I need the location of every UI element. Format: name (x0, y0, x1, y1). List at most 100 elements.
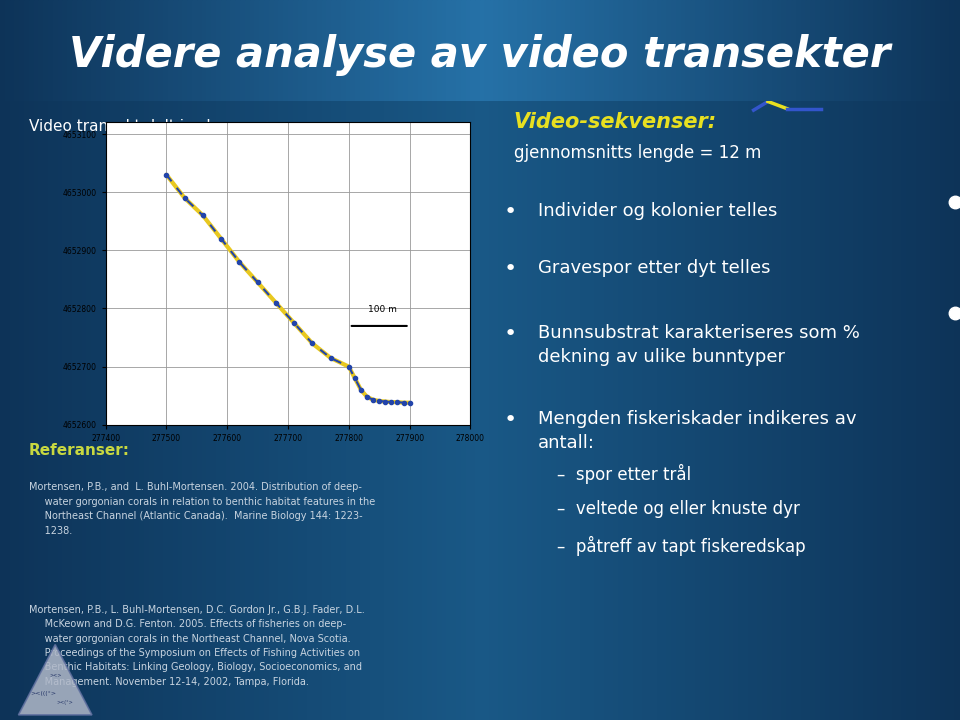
Bar (902, 0, 907, 720)
Bar (696, 0, 701, 101)
Bar (706, 0, 710, 720)
Bar (211, 0, 216, 720)
Bar (216, 0, 221, 720)
Bar (302, 0, 307, 101)
Bar (346, 0, 350, 101)
Text: Individer og kolonier telles: Individer og kolonier telles (538, 202, 777, 220)
Bar (0, 0, 5, 101)
Bar (782, 0, 787, 720)
Bar (144, 0, 149, 720)
Text: Video transekt delt i sekvenser:: Video transekt delt i sekvenser: (29, 119, 272, 134)
Bar (370, 0, 374, 101)
Bar (672, 0, 677, 720)
Bar (470, 0, 475, 101)
Bar (504, 0, 509, 720)
Bar (298, 0, 302, 101)
Bar (619, 0, 624, 720)
Bar (624, 0, 629, 720)
Bar (178, 0, 182, 720)
Bar (91, 0, 96, 101)
Bar (350, 0, 355, 720)
Bar (101, 0, 106, 720)
Bar (149, 0, 154, 720)
Bar (206, 0, 211, 720)
Bar (235, 0, 240, 720)
Bar (134, 0, 139, 101)
Bar (936, 0, 941, 101)
Bar (245, 0, 250, 101)
Bar (629, 0, 634, 720)
Bar (878, 0, 883, 720)
Bar (206, 0, 211, 101)
Bar (701, 0, 706, 101)
Bar (192, 0, 197, 720)
Bar (869, 0, 874, 101)
Bar (792, 0, 797, 720)
Bar (533, 0, 538, 720)
Bar (672, 0, 677, 101)
Bar (610, 0, 614, 720)
Bar (835, 0, 840, 720)
Bar (446, 0, 451, 720)
Bar (197, 0, 202, 720)
Bar (922, 0, 926, 720)
Bar (274, 0, 278, 101)
Bar (806, 0, 811, 720)
Bar (878, 0, 883, 101)
Bar (34, 0, 38, 720)
Bar (730, 0, 734, 101)
Text: •: • (504, 202, 517, 222)
Bar (394, 0, 398, 101)
Bar (480, 0, 485, 101)
Bar (216, 0, 221, 101)
Bar (806, 0, 811, 101)
Bar (811, 0, 816, 720)
Bar (408, 0, 413, 720)
Bar (106, 0, 110, 720)
Bar (715, 0, 720, 101)
Bar (533, 0, 538, 101)
Bar (259, 0, 264, 720)
Bar (590, 0, 595, 101)
Bar (826, 0, 830, 101)
Text: Bunnsubstrat karakteriseres som %
dekning av ulike bunntyper: Bunnsubstrat karakteriseres som % deknin… (538, 324, 859, 366)
Bar (110, 0, 115, 101)
Bar (413, 0, 418, 101)
Bar (226, 0, 230, 101)
Bar (365, 0, 370, 720)
Bar (365, 0, 370, 101)
Bar (278, 0, 283, 720)
Text: –  påtreff av tapt fiskeredskap: – påtreff av tapt fiskeredskap (557, 536, 805, 557)
Bar (413, 0, 418, 720)
Bar (682, 0, 686, 720)
Bar (130, 0, 134, 720)
Bar (130, 0, 134, 101)
Text: 100 m: 100 m (368, 305, 396, 315)
Bar (379, 0, 384, 101)
Bar (773, 0, 778, 720)
Text: –  spor etter trål: – spor etter trål (557, 464, 691, 485)
Bar (912, 0, 917, 720)
Bar (451, 0, 456, 101)
Bar (82, 0, 86, 720)
Text: Gravespor etter dyt telles: Gravespor etter dyt telles (538, 259, 770, 277)
Bar (941, 0, 946, 720)
Bar (38, 0, 43, 720)
Bar (518, 0, 523, 720)
Bar (749, 0, 754, 101)
Bar (797, 0, 802, 720)
Bar (19, 0, 24, 101)
Bar (245, 0, 250, 720)
Bar (264, 0, 269, 101)
Bar (605, 0, 610, 720)
Bar (5, 0, 10, 101)
Bar (240, 0, 245, 101)
Bar (523, 0, 528, 720)
Bar (62, 0, 67, 720)
Bar (744, 0, 749, 101)
Bar (696, 0, 701, 720)
Bar (706, 0, 710, 101)
Text: –  veltede og eller knuste dyr: – veltede og eller knuste dyr (557, 500, 800, 518)
Bar (110, 0, 115, 720)
Bar (662, 0, 667, 101)
